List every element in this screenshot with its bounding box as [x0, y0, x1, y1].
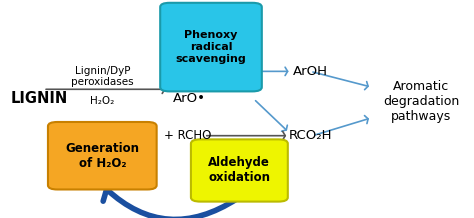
Text: LIGNIN: LIGNIN	[10, 91, 67, 106]
FancyBboxPatch shape	[160, 3, 262, 91]
Text: Aldehyde
oxidation: Aldehyde oxidation	[209, 157, 270, 184]
Text: ArOH: ArOH	[293, 65, 328, 78]
Text: Lignin/DyP
peroxidases: Lignin/DyP peroxidases	[71, 66, 134, 87]
Text: Generation
of H₂O₂: Generation of H₂O₂	[65, 142, 139, 170]
FancyBboxPatch shape	[48, 122, 156, 189]
Text: Phenoxy
radical
scavenging: Phenoxy radical scavenging	[176, 31, 246, 64]
Text: RCO₂H: RCO₂H	[289, 129, 332, 142]
Text: ArO•: ArO•	[173, 92, 206, 105]
Text: H₂O₂: H₂O₂	[90, 96, 114, 106]
Text: + RCHO: + RCHO	[164, 129, 211, 142]
FancyBboxPatch shape	[191, 139, 288, 202]
Text: Aromatic
degradation
pathways: Aromatic degradation pathways	[383, 80, 459, 123]
